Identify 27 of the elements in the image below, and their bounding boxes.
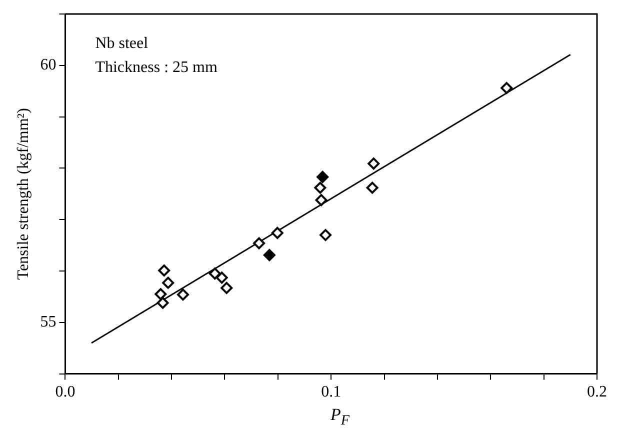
x-tick-label: 0.0 [55, 384, 76, 401]
y-tick-label: 55 [40, 314, 56, 331]
point [220, 282, 233, 294]
point [320, 229, 332, 242]
point [366, 182, 378, 194]
x-axis-title: P$_{F}$ [329, 405, 351, 430]
point [500, 82, 513, 94]
point [216, 272, 228, 284]
annotation: Thickness : 25 mm [95, 59, 218, 76]
point [316, 170, 329, 183]
y-tick-label: 60 [40, 56, 56, 74]
point [253, 237, 266, 250]
point [176, 288, 189, 301]
x-tick-label: 0.2 [587, 384, 607, 401]
point [314, 182, 326, 194]
point [208, 268, 221, 280]
point [162, 276, 174, 289]
point [368, 158, 380, 170]
point [271, 226, 284, 239]
point [158, 264, 170, 276]
point [263, 249, 276, 262]
y-axis-title: Tensile strength (kgf/mm²) [14, 108, 32, 280]
x-tick-label: 0.1 [321, 384, 342, 401]
annotation: Nb steel [95, 35, 149, 52]
point [154, 288, 167, 300]
point [156, 296, 169, 309]
point [315, 194, 328, 206]
